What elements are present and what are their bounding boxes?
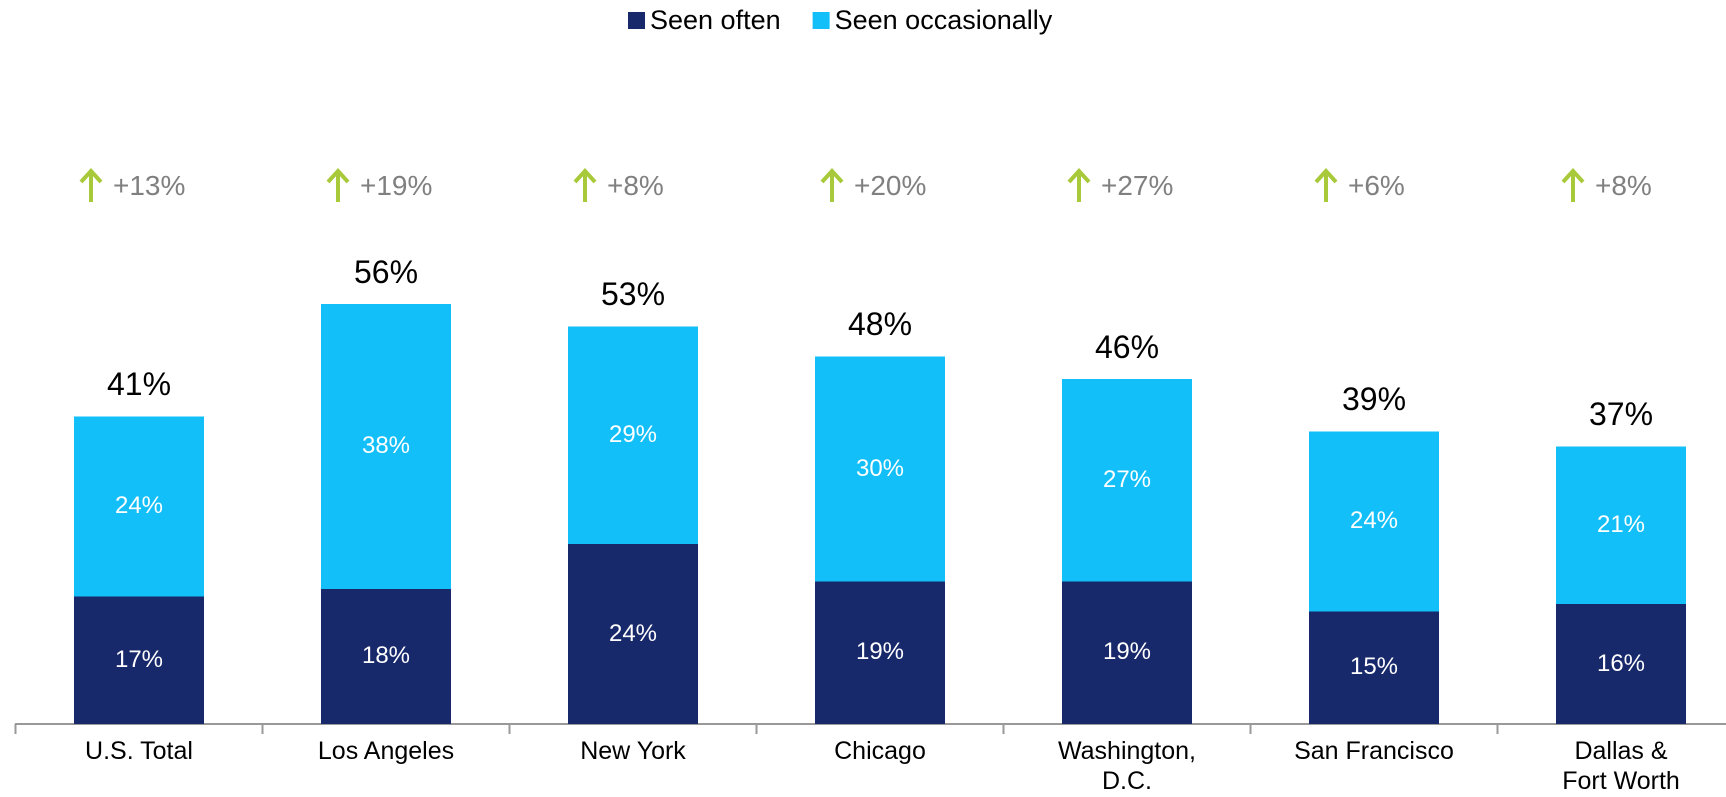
bar-segment bbox=[321, 589, 451, 724]
change-label: +19% bbox=[360, 170, 433, 202]
segment-label: 15% bbox=[1349, 653, 1399, 681]
segment-label: 19% bbox=[1102, 638, 1152, 666]
bar-segment bbox=[815, 356, 945, 582]
segment-label: 18% bbox=[361, 642, 411, 670]
segment-label: 30% bbox=[855, 454, 905, 482]
change-label: +13% bbox=[113, 170, 186, 202]
legend-label: Seen often bbox=[650, 4, 781, 35]
bar-segment bbox=[1062, 379, 1192, 582]
segment-label: 24% bbox=[1349, 507, 1399, 535]
x-tick-label: U.S. Total bbox=[85, 737, 193, 765]
segment-label: 24% bbox=[608, 619, 658, 647]
x-tick-label: Los Angeles bbox=[317, 737, 455, 765]
x-tick-label: Dallas & Fort Worth bbox=[1562, 737, 1680, 795]
x-tick-label: Washington, D.C. bbox=[1057, 737, 1197, 795]
bar-segment bbox=[1556, 604, 1686, 724]
change-arrow bbox=[1067, 168, 1091, 202]
segment-label: 38% bbox=[361, 432, 411, 460]
change-label: +8% bbox=[1595, 170, 1652, 202]
x-tick-label: New York bbox=[580, 737, 686, 765]
bar-segment bbox=[815, 581, 945, 724]
change-label: +27% bbox=[1101, 170, 1174, 202]
segment-label: 24% bbox=[114, 492, 164, 520]
total-label: 41% bbox=[106, 366, 172, 403]
bar-segment bbox=[1062, 581, 1192, 724]
bar-segment bbox=[74, 416, 204, 597]
total-label: 39% bbox=[1341, 381, 1407, 418]
x-tick-label: San Francisco bbox=[1294, 737, 1454, 765]
bar-segment bbox=[74, 596, 204, 724]
segment-label: 17% bbox=[114, 645, 164, 673]
bar-segment bbox=[1556, 446, 1686, 604]
legend-swatch bbox=[628, 12, 645, 29]
bar-segment bbox=[1309, 611, 1439, 724]
segment-label: 27% bbox=[1102, 465, 1152, 493]
change-label: +6% bbox=[1348, 170, 1405, 202]
bar-segment bbox=[568, 326, 698, 544]
change-label: +8% bbox=[607, 170, 664, 202]
legend-swatch bbox=[812, 12, 830, 29]
segment-label: 16% bbox=[1596, 649, 1646, 677]
segment-label: 21% bbox=[1596, 510, 1646, 538]
segment-label: 29% bbox=[608, 420, 658, 448]
x-tick-label: Chicago bbox=[834, 737, 926, 765]
total-label: 46% bbox=[1094, 328, 1160, 365]
bar-segment bbox=[1309, 431, 1439, 612]
change-arrow bbox=[1314, 168, 1338, 202]
change-arrow bbox=[820, 168, 844, 202]
total-label: 56% bbox=[353, 253, 419, 290]
change-arrow bbox=[79, 168, 103, 202]
change-arrow bbox=[326, 168, 350, 202]
bar-segment bbox=[321, 304, 451, 589]
change-label: +20% bbox=[854, 170, 927, 202]
segment-label: 19% bbox=[855, 638, 905, 666]
legend-label: Seen occasionally bbox=[834, 4, 1053, 35]
change-arrow bbox=[573, 168, 597, 202]
total-label: 53% bbox=[600, 276, 666, 313]
change-arrow bbox=[1561, 168, 1585, 202]
bar-segment bbox=[568, 544, 698, 724]
total-label: 37% bbox=[1588, 396, 1654, 433]
total-label: 48% bbox=[847, 306, 913, 343]
